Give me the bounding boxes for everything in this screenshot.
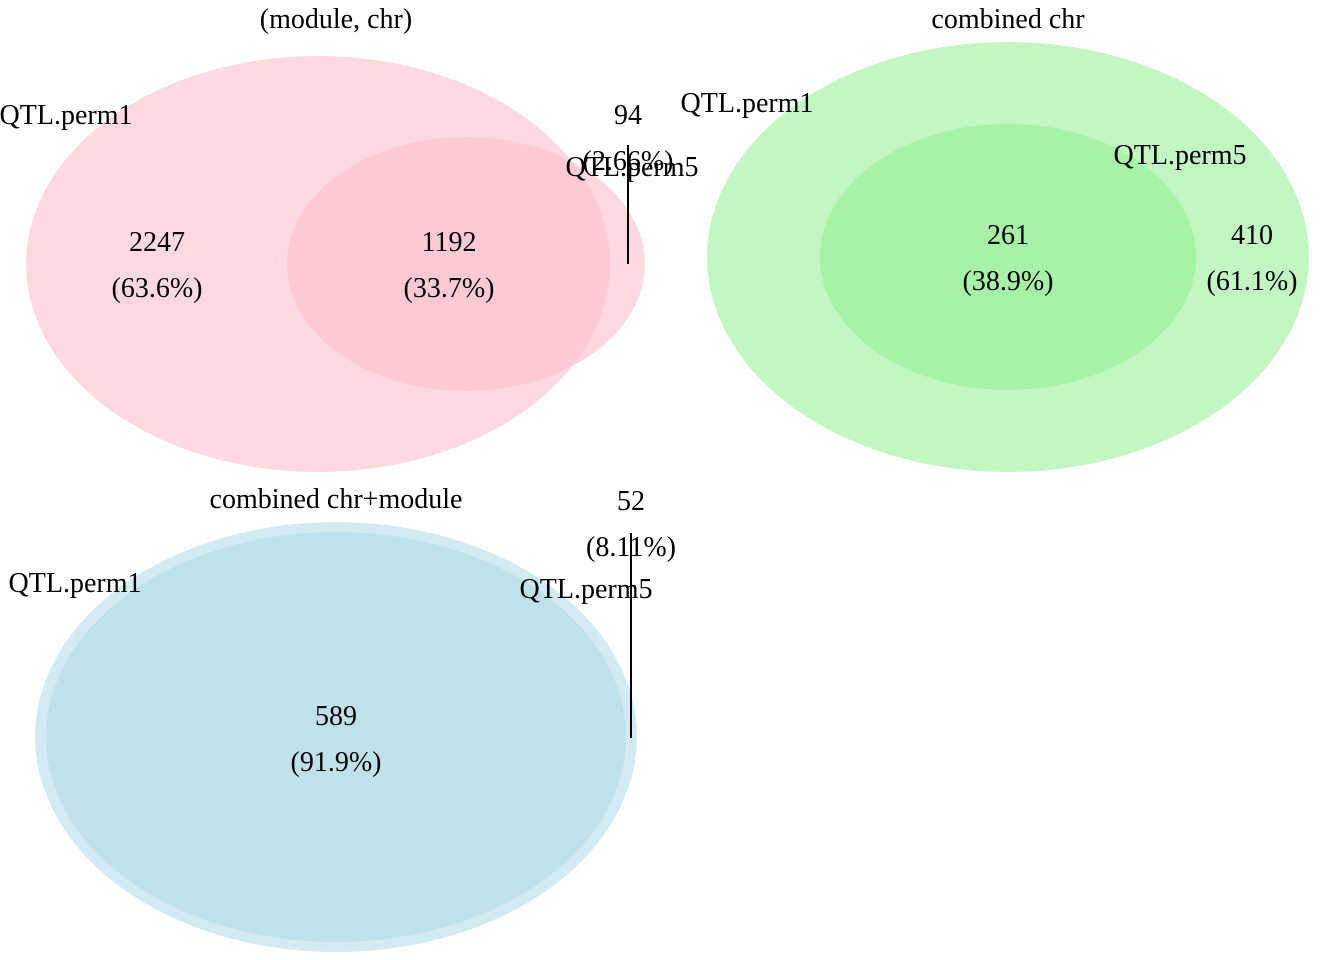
overlap-percent: (38.9%) <box>963 266 1054 297</box>
venn-panel-combined-chr: combined chr QTL.perm1 QTL.perm5 261 (38… <box>681 4 1309 472</box>
set-b-label: QTL.perm5 <box>520 574 653 605</box>
only-a-percent: (8.11%) <box>586 532 676 563</box>
panel-title: combined chr+module <box>210 484 463 515</box>
only-a-percent: (63.6%) <box>112 273 203 304</box>
only-a-count: 410 <box>1231 220 1273 251</box>
only-b-percent: (2.66%) <box>583 146 674 177</box>
panel-title: (module, chr) <box>260 4 412 35</box>
set-b-circle <box>46 532 626 942</box>
overlap-count: 1192 <box>422 227 477 258</box>
set-a-label: QTL.perm1 <box>0 100 132 131</box>
only-a-count: 2247 <box>129 227 185 258</box>
set-b-label: QTL.perm5 <box>566 152 699 183</box>
set-b-circle <box>820 124 1196 390</box>
only-a-count: 52 <box>617 486 645 517</box>
set-a-label: QTL.perm1 <box>681 88 814 119</box>
venn-panel-module-chr: (module, chr) QTL.perm1 QTL.perm5 2247 (… <box>0 4 698 472</box>
overlap-percent: (91.9%) <box>291 747 382 778</box>
set-b-label: QTL.perm5 <box>1114 140 1247 171</box>
panel-title: combined chr <box>931 4 1085 35</box>
venn-panel-combined-chr-module: combined chr+module QTL.perm1 QTL.perm5 … <box>9 484 676 952</box>
overlap-count: 261 <box>987 220 1029 251</box>
set-b-circle <box>287 137 645 391</box>
overlap-count: 589 <box>315 701 357 732</box>
set-a-label: QTL.perm1 <box>9 568 142 599</box>
only-b-count: 94 <box>614 100 642 131</box>
only-a-percent: (61.1%) <box>1207 266 1298 297</box>
overlap-percent: (33.7%) <box>404 273 495 304</box>
